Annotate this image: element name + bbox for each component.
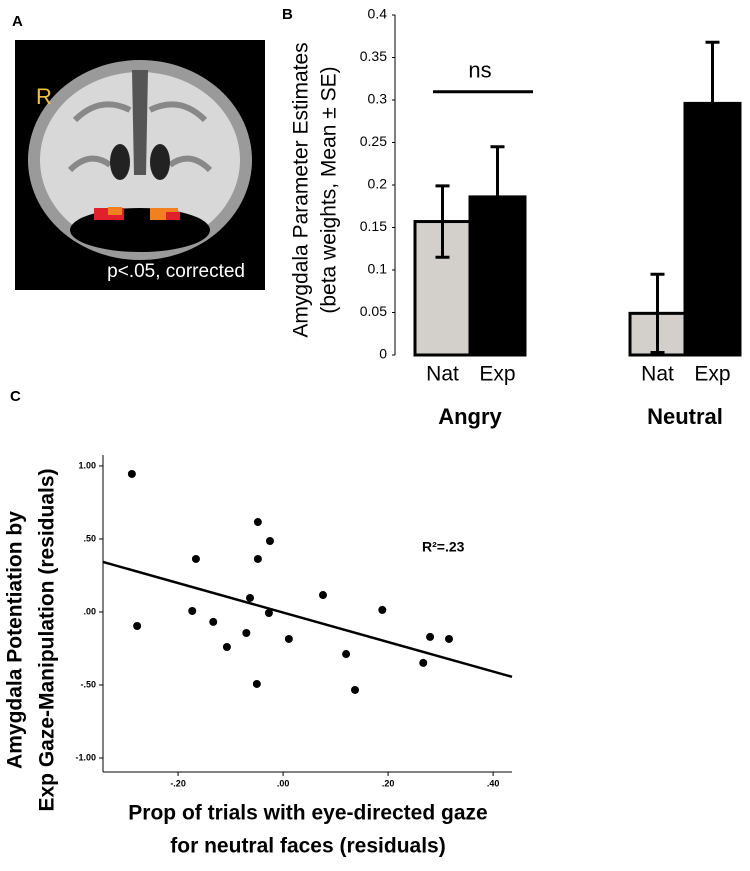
- point: [188, 606, 197, 615]
- y-tick-label: 0.25: [360, 133, 387, 149]
- y-axis-label: Amygdala Parameter Estimates: [290, 42, 313, 337]
- point: [242, 628, 251, 637]
- fit-line: [102, 560, 513, 679]
- annotation: R²=.23: [422, 539, 465, 555]
- point: [253, 554, 262, 563]
- point: [209, 617, 218, 626]
- y-axis-label: (beta weights, Mean ± SE): [318, 66, 341, 313]
- error-bar: [650, 272, 665, 354]
- point: [318, 591, 327, 600]
- brain-image: R p<.05, corrected: [15, 40, 265, 290]
- point: [264, 608, 273, 617]
- point: [265, 537, 274, 546]
- x-tick-label: Nat: [426, 363, 459, 386]
- y-axis-label: Amygdala Potentiation by: [4, 511, 27, 769]
- error-bar: [490, 145, 505, 249]
- y-tick-label: 0.4: [368, 6, 388, 22]
- x-tick-label: -.20: [170, 778, 186, 788]
- x-axis-label: for neutral faces (residuals): [170, 835, 445, 858]
- point: [284, 634, 293, 643]
- point: [133, 621, 142, 630]
- scatter-panel: -.20 .00 .20 .40 -1.00 -.50 .00 .50 1.00 R²=.23 Am…: [4, 455, 513, 858]
- x-tick-label: Exp: [694, 363, 730, 386]
- caption: p<.05, corrected: [107, 261, 245, 282]
- x-tick-label: .20: [382, 778, 395, 788]
- panel-label: A: [12, 13, 23, 30]
- y-tick-label: .50: [83, 533, 96, 543]
- point: [426, 632, 435, 641]
- point: [127, 469, 136, 478]
- point: [444, 634, 453, 643]
- point: [252, 679, 261, 688]
- error-bar: [435, 184, 450, 259]
- y-tick-label: .00: [83, 606, 96, 616]
- point: [351, 685, 360, 694]
- y-tick-label: -1.00: [75, 752, 96, 762]
- point: [342, 650, 351, 659]
- category-label: Angry: [438, 404, 502, 429]
- y-tick-label: 0.2: [368, 176, 388, 192]
- y-axis-label: Exp Gaze-Manipulation (residuals): [36, 468, 59, 811]
- x-axis-label: Prop of trials with eye-directed gaze: [128, 802, 487, 825]
- bar-panel: 0 0.05 0.1 0.15 0.2 0.25 0.3 0.35 0.4 Amygdala Pa…: [290, 6, 742, 429]
- x-tick-label: .40: [487, 778, 500, 788]
- point: [222, 643, 231, 652]
- panel-label: C: [10, 388, 21, 405]
- bar: [413, 220, 472, 357]
- y-tick-label: 0.1: [368, 261, 388, 277]
- error-bar: [705, 40, 720, 167]
- y-tick-label: 0.05: [360, 303, 387, 319]
- side-label: R: [36, 84, 52, 109]
- x-tick-label: Exp: [479, 363, 515, 386]
- panel-label: B: [282, 6, 293, 23]
- y-tick-label: 0.35: [360, 48, 387, 64]
- point: [246, 593, 255, 602]
- y-tick-label: 1.00: [78, 460, 96, 470]
- y-tick-label: 0.3: [368, 91, 388, 107]
- x-tick-label: Nat: [641, 363, 674, 386]
- y-tick-label: 0.15: [360, 218, 387, 234]
- point: [378, 605, 387, 614]
- point: [419, 658, 428, 667]
- y-tick-label: -.50: [80, 679, 96, 689]
- significance-label: ns: [468, 58, 491, 83]
- point: [191, 554, 200, 563]
- category-label: Neutral: [647, 404, 723, 429]
- y-tick-label: 0: [379, 346, 387, 362]
- point: [253, 518, 262, 527]
- x-tick-label: .00: [277, 778, 290, 788]
